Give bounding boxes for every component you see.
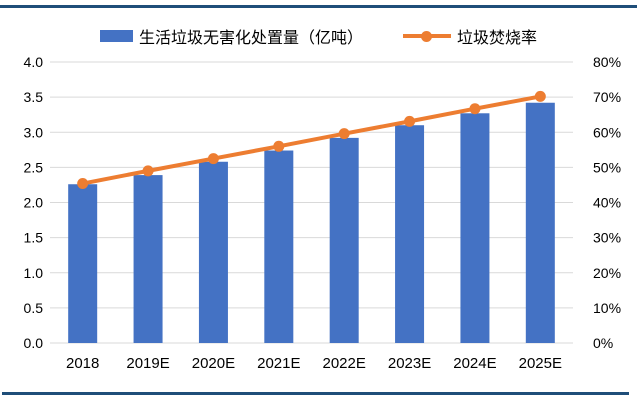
line-series-swatch-icon	[403, 30, 451, 42]
legend-bar-label: 生活垃圾无害化处置量（亿吨）	[138, 30, 363, 47]
line-marker	[469, 103, 481, 115]
left-axis-tick-label: 1.5	[24, 230, 44, 246]
right-axis-tick-label: 80%	[593, 54, 621, 70]
left-axis-tick-label: 1.0	[24, 265, 44, 281]
right-axis-tick-label: 0%	[593, 335, 613, 351]
bar	[68, 184, 98, 343]
bar-series-swatch-icon	[99, 30, 133, 42]
trend-line	[80, 94, 543, 186]
line-marker	[273, 140, 285, 152]
right-axis-tick-label: 50%	[593, 159, 621, 175]
bar	[395, 125, 425, 343]
bottom-divider	[2, 392, 629, 395]
line-marker	[534, 90, 546, 102]
bar	[264, 150, 294, 343]
x-axis-label: 2022E	[323, 355, 366, 372]
left-axis-tick-label: 2.0	[24, 195, 44, 211]
line-marker	[404, 115, 416, 127]
x-axis-label: 2021E	[257, 355, 300, 372]
line-marker	[77, 178, 89, 190]
left-axis-tick-label: 0.5	[24, 300, 44, 316]
left-axis-tick-label: 4.0	[24, 54, 44, 70]
right-axis-tick-label: 70%	[593, 89, 621, 105]
bar	[525, 102, 555, 344]
bar	[460, 113, 490, 343]
bar	[329, 137, 359, 343]
x-axis-label: 2023E	[388, 355, 431, 372]
left-axis-tick-label: 3.0	[24, 124, 44, 140]
line-marker	[338, 128, 350, 140]
x-axis-label: 2024E	[453, 355, 496, 372]
x-axis-label: 2025E	[519, 355, 562, 372]
line-marker	[142, 165, 154, 177]
legend-line-label: 垃圾焚烧率	[457, 30, 538, 47]
x-axis-label: 2019E	[126, 355, 169, 372]
right-axis-tick-label: 60%	[593, 124, 621, 140]
chart-legend: 生活垃圾无害化处置量（亿吨） 垃圾焚烧率	[0, 24, 637, 48]
top-divider	[0, 5, 637, 8]
left-axis-tick-label: 0.0	[24, 335, 44, 351]
line-swatch-marker	[421, 30, 432, 42]
right-axis-tick-label: 20%	[593, 265, 621, 281]
right-axis-tick-label: 30%	[593, 230, 621, 246]
x-axis-label: 2020E	[192, 355, 235, 372]
bar	[133, 175, 163, 343]
legend-item-line-series: 垃圾焚烧率	[403, 24, 537, 48]
right-axis-tick-label: 40%	[593, 195, 621, 211]
x-axis-label: 2018	[66, 355, 99, 372]
bar	[198, 161, 228, 343]
right-axis-tick-label: 10%	[593, 300, 621, 316]
left-axis-tick-label: 2.5	[24, 159, 44, 175]
left-axis-tick-label: 3.5	[24, 89, 44, 105]
line-marker	[207, 153, 219, 165]
legend-item-bar-series: 生活垃圾无害化处置量（亿吨）	[99, 24, 363, 48]
